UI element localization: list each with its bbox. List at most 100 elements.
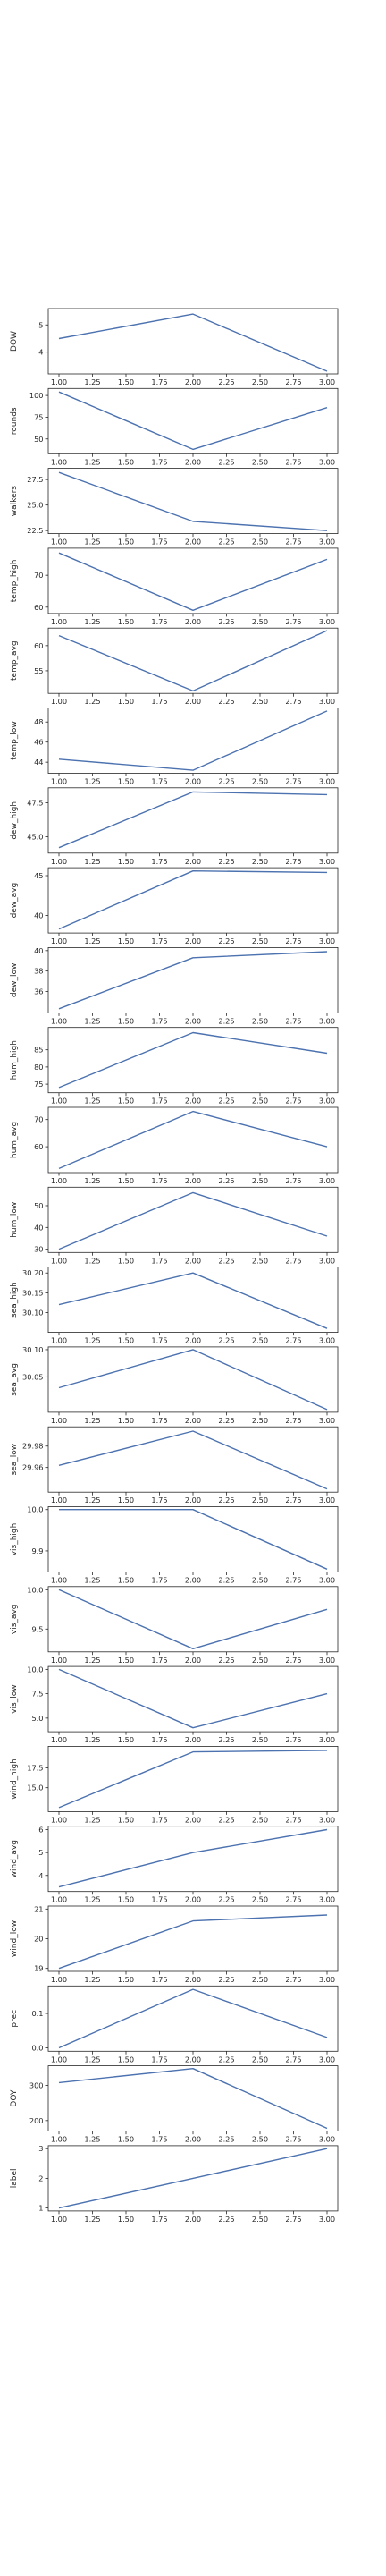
y-tick-label: 10.0: [27, 1585, 43, 1594]
y-tick-label: 60: [34, 603, 43, 612]
y-tick-label: 9.9: [31, 1546, 43, 1555]
x-tick-label: 2.25: [218, 1735, 234, 1744]
series-line-sea_avg: [58, 1349, 328, 1411]
x-tick-label: 2.50: [252, 617, 268, 626]
panel-frame: [47, 468, 339, 534]
x-tick-label: 1.00: [51, 2215, 67, 2224]
y-tick-label: 10.0: [27, 1665, 43, 1674]
x-tick-label: 1.50: [118, 1975, 134, 1984]
panel-frame: [47, 387, 339, 454]
x-tick-label: 2.25: [218, 857, 234, 866]
panel-label: 1 2 3 label 1.00 1.25 1.50 1.75 2.00 2.25 2.50 2.75…: [10, 2144, 339, 2224]
x-tick-label: 2.25: [218, 1176, 234, 1185]
panel-frame: [47, 1746, 339, 1812]
x-tick-label: 2.75: [285, 377, 301, 386]
x-tick-label: 3.00: [319, 936, 335, 945]
y-tick-label: 27.5: [27, 475, 43, 484]
x-tick-label: 2.50: [252, 1176, 268, 1185]
panel-temp_high: 60 70 temp_high 1.00 1.25 1.50 1.75 2.00 2.25 2.5…: [10, 547, 339, 626]
x-tick-label: 2.25: [218, 1097, 234, 1106]
x-tick-label: 2.00: [185, 777, 201, 786]
x-tick-label: 1.25: [84, 457, 100, 466]
series-line-walkers: [58, 471, 328, 531]
x-tick-label: 2.25: [218, 1895, 234, 1904]
y-tick-label: 6: [38, 1826, 43, 1835]
y-axis-label: temp_avg: [10, 640, 19, 681]
x-tick-label: 3.00: [319, 1895, 335, 1904]
y-tick-label: 21: [34, 1904, 43, 1913]
x-tick-label: 1.00: [51, 777, 67, 786]
x-tick-label: 2.50: [252, 1336, 268, 1345]
x-tick-label: 1.75: [151, 1416, 167, 1425]
y-axis-label: dew_low: [10, 963, 19, 997]
y-tick-label: 40: [34, 911, 43, 920]
x-tick-label: 2.25: [218, 1496, 234, 1504]
panel-frame: [47, 1346, 339, 1413]
x-tick-label: 2.75: [285, 1256, 301, 1265]
x-tick-label: 1.25: [84, 2215, 100, 2224]
x-tick-label: 3.00: [319, 2215, 335, 2224]
y-tick-label: 30.20: [22, 1268, 43, 1277]
series-line-hum_low: [58, 1191, 328, 1250]
x-tick-label: 2.00: [185, 1336, 201, 1345]
x-tick-label: 1.75: [151, 1576, 167, 1585]
x-tick-label: 1.00: [51, 1656, 67, 1665]
x-tick-label: 1.50: [118, 1496, 134, 1504]
x-tick-label: 2.00: [185, 1815, 201, 1824]
panel-frame: [47, 1106, 339, 1174]
x-tick-label: 1.75: [151, 1097, 167, 1106]
y-tick-label: 70: [34, 571, 43, 580]
series-line-dew_avg: [58, 870, 328, 930]
x-tick-label: 1.75: [151, 617, 167, 626]
x-tick-label: 1.75: [151, 936, 167, 945]
x-tick-label: 1.25: [84, 617, 100, 626]
panel-DOW: 4 5 DOW 1.00 1.25 1.50 1.75 2.00 2.25 2.50 2.75 3.0…: [10, 308, 339, 386]
x-tick-label: 1.25: [84, 2055, 100, 2063]
x-tick-label: 1.00: [51, 1975, 67, 1984]
x-tick-label: 1.50: [118, 1735, 134, 1744]
y-tick-label: 29.96: [22, 1463, 43, 1472]
x-tick-label: 1.75: [151, 2055, 167, 2063]
x-tick-label: 2.50: [252, 936, 268, 945]
x-tick-label: 1.25: [84, 1336, 100, 1345]
x-tick-label: 2.75: [285, 936, 301, 945]
x-tick-label: 2.75: [285, 1176, 301, 1185]
x-tick-label: 1.00: [51, 1576, 67, 1585]
x-tick-label: 1.00: [51, 1176, 67, 1185]
x-tick-label: 2.50: [252, 2135, 268, 2144]
y-axis-label: sea_high: [10, 1282, 19, 1318]
x-tick-label: 3.00: [319, 1416, 335, 1425]
x-tick-label: 2.50: [252, 2215, 268, 2224]
y-tick-label: 85: [34, 1046, 43, 1055]
panel-frame: [47, 1506, 339, 1572]
x-tick-label: 2.75: [285, 777, 301, 786]
panel-frame: [47, 1826, 339, 1893]
y-tick-label: 45.0: [27, 833, 43, 842]
x-tick-label: 1.75: [151, 2135, 167, 2144]
x-tick-label: 2.00: [185, 457, 201, 466]
x-tick-label: 1.75: [151, 697, 167, 706]
x-tick-label: 2.75: [285, 2135, 301, 2144]
x-tick-label: 2.50: [252, 1256, 268, 1265]
panel-wind_high: 15.0 17.5 wind_high 1.00 1.25 1.50 1.75 2.00 2.2…: [10, 1746, 339, 1824]
y-tick-label: 0.0: [31, 2043, 43, 2052]
x-tick-label: 2.75: [285, 1735, 301, 1744]
x-tick-label: 1.50: [118, 1016, 134, 1025]
x-tick-label: 2.50: [252, 777, 268, 786]
y-tick-label: 80: [34, 1063, 43, 1072]
x-tick-label: 1.00: [51, 1895, 67, 1904]
x-tick-label: 2.75: [285, 1016, 301, 1025]
x-tick-label: 1.00: [51, 1496, 67, 1504]
x-tick-label: 1.00: [51, 1016, 67, 1025]
x-tick-label: 1.00: [51, 1336, 67, 1345]
panel-vis_high: 9.9 10.0 vis_high 1.00 1.25 1.50 1.75 2.00 2.25 2…: [10, 1505, 339, 1585]
x-tick-label: 1.50: [118, 1895, 134, 1904]
x-tick-label: 1.25: [84, 1496, 100, 1504]
x-tick-label: 1.00: [51, 377, 67, 386]
x-tick-label: 1.25: [84, 2135, 100, 2144]
y-axis-label: sea_avg: [10, 1363, 19, 1396]
x-tick-label: 2.00: [185, 617, 201, 626]
y-axis-label: dew_avg: [10, 883, 19, 919]
x-tick-label: 1.50: [118, 1097, 134, 1106]
